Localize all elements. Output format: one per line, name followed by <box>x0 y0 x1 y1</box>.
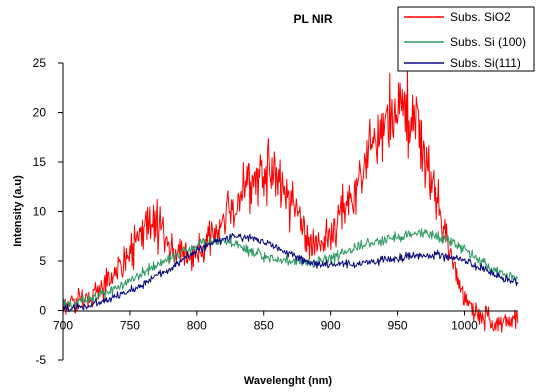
chart-title: PL NIR <box>293 12 332 26</box>
x-tick-label: 800 <box>187 319 207 333</box>
legend: Subs. SiO2 Subs. Si (100) Subs. Si(111) <box>397 6 535 72</box>
legend-label-sio2: Subs. SiO2 <box>450 10 511 24</box>
series-line-2 <box>62 232 519 313</box>
x-axis-title: Wavelenght (nm) <box>244 375 333 387</box>
series-line-1 <box>62 228 519 309</box>
y-tick-label: -5 <box>35 353 46 367</box>
x-tick-label: 950 <box>388 319 408 333</box>
x-tick-label: 850 <box>254 319 274 333</box>
y-tick-label: 5 <box>39 254 46 268</box>
y-tick-label: 0 <box>39 304 46 318</box>
x-tick-label: 900 <box>321 319 341 333</box>
y-tick-label: 15 <box>33 155 47 169</box>
legend-label-si100: Subs. Si (100) <box>450 35 526 49</box>
legend-box <box>397 6 535 72</box>
plot-area <box>62 68 519 333</box>
y-tick-label: 20 <box>33 106 47 120</box>
y-axis-title: Intensity (a.u) <box>12 175 24 247</box>
x-tick-label: 700 <box>53 319 73 333</box>
x-tick-label: 750 <box>120 319 140 333</box>
axis-ticks: -5 0 5 10 15 20 25 700 750 800 850 900 950 1000 <box>33 56 478 367</box>
y-tick-label: 10 <box>33 205 47 219</box>
y-tick-label: 25 <box>33 56 47 70</box>
x-tick-label: 1000 <box>451 319 478 333</box>
legend-label-si111: Subs. Si(111) <box>450 56 521 70</box>
